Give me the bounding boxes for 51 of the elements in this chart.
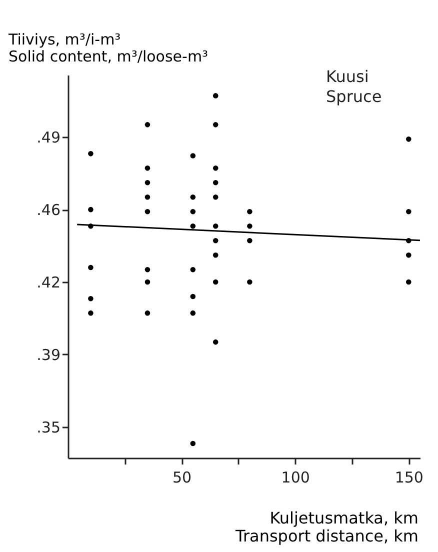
point <box>212 252 218 258</box>
point <box>144 122 150 128</box>
annotation: Spruce <box>326 87 382 106</box>
y-axis-title: Tiiviys, m³/i-m³ Solid content, m³/loose-m³ <box>8 30 208 66</box>
point <box>144 180 150 186</box>
point <box>212 238 218 244</box>
point <box>247 223 252 229</box>
point <box>88 264 94 270</box>
point <box>88 310 94 316</box>
point <box>144 208 150 214</box>
point <box>212 279 218 285</box>
point <box>190 294 196 300</box>
point <box>406 136 412 142</box>
y-tick-label: .46 <box>36 201 60 220</box>
point <box>190 310 196 316</box>
x-axis-title: Kuljetusmatka, km Transport distance, km <box>234 508 418 546</box>
point <box>88 206 94 212</box>
point <box>88 296 94 302</box>
x-tick-label: 150 <box>394 468 424 486</box>
point <box>144 310 150 316</box>
point <box>190 153 196 158</box>
point <box>144 194 150 200</box>
y-tick-label: .39 <box>36 346 60 364</box>
point <box>406 252 412 258</box>
point <box>212 223 218 229</box>
x-tick-label: 100 <box>281 468 310 486</box>
x-tick-label: 50 <box>172 468 192 486</box>
point <box>190 223 196 229</box>
point <box>144 279 150 285</box>
point <box>212 166 218 171</box>
point <box>190 440 196 446</box>
point <box>212 93 218 98</box>
point <box>212 194 218 200</box>
point <box>247 238 252 244</box>
point <box>406 208 412 214</box>
point <box>144 266 150 272</box>
point <box>212 122 218 128</box>
point <box>88 151 94 156</box>
point <box>190 208 196 214</box>
point <box>190 266 196 272</box>
point <box>247 279 252 285</box>
point <box>212 339 218 345</box>
point <box>190 194 196 200</box>
point <box>212 180 218 186</box>
y-tick-label: .42 <box>36 274 60 292</box>
y-tick-label: .35 <box>36 418 60 436</box>
point <box>406 279 412 285</box>
y-tick-label: .49 <box>36 128 60 147</box>
annotation: Kuusi <box>326 67 369 86</box>
point <box>144 166 150 171</box>
point <box>247 208 252 214</box>
